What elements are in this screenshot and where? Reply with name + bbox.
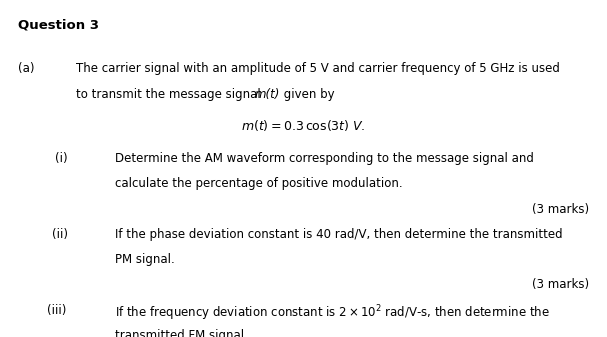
Text: (a): (a) [18,62,35,75]
Text: (iii): (iii) [47,304,66,317]
Text: (3 marks): (3 marks) [532,278,589,292]
Text: (3 marks): (3 marks) [532,203,589,216]
Text: $m(t) = 0.3\,\cos(3t)\;V.$: $m(t) = 0.3\,\cos(3t)\;V.$ [242,118,365,133]
Text: Question 3: Question 3 [18,19,99,32]
Text: to transmit the message signal: to transmit the message signal [76,88,265,101]
Text: (i): (i) [55,152,67,165]
Text: The carrier signal with an amplitude of 5 V and carrier frequency of 5 GHz is us: The carrier signal with an amplitude of … [76,62,560,75]
Text: Determine the AM waveform corresponding to the message signal and: Determine the AM waveform corresponding … [115,152,534,165]
Text: calculate the percentage of positive modulation.: calculate the percentage of positive mod… [115,177,403,190]
Text: m(t): m(t) [255,88,280,101]
Text: If the frequency deviation constant is $2 \times 10^{2}$ rad/V-s, then determine: If the frequency deviation constant is $… [115,304,550,323]
Text: transmitted FM signal.: transmitted FM signal. [115,329,248,337]
Text: (ii): (ii) [52,228,67,241]
Text: PM signal.: PM signal. [115,253,175,266]
Text: given by: given by [280,88,335,101]
Text: If the phase deviation constant is 40 rad/V, then determine the transmitted: If the phase deviation constant is 40 ra… [115,228,563,241]
